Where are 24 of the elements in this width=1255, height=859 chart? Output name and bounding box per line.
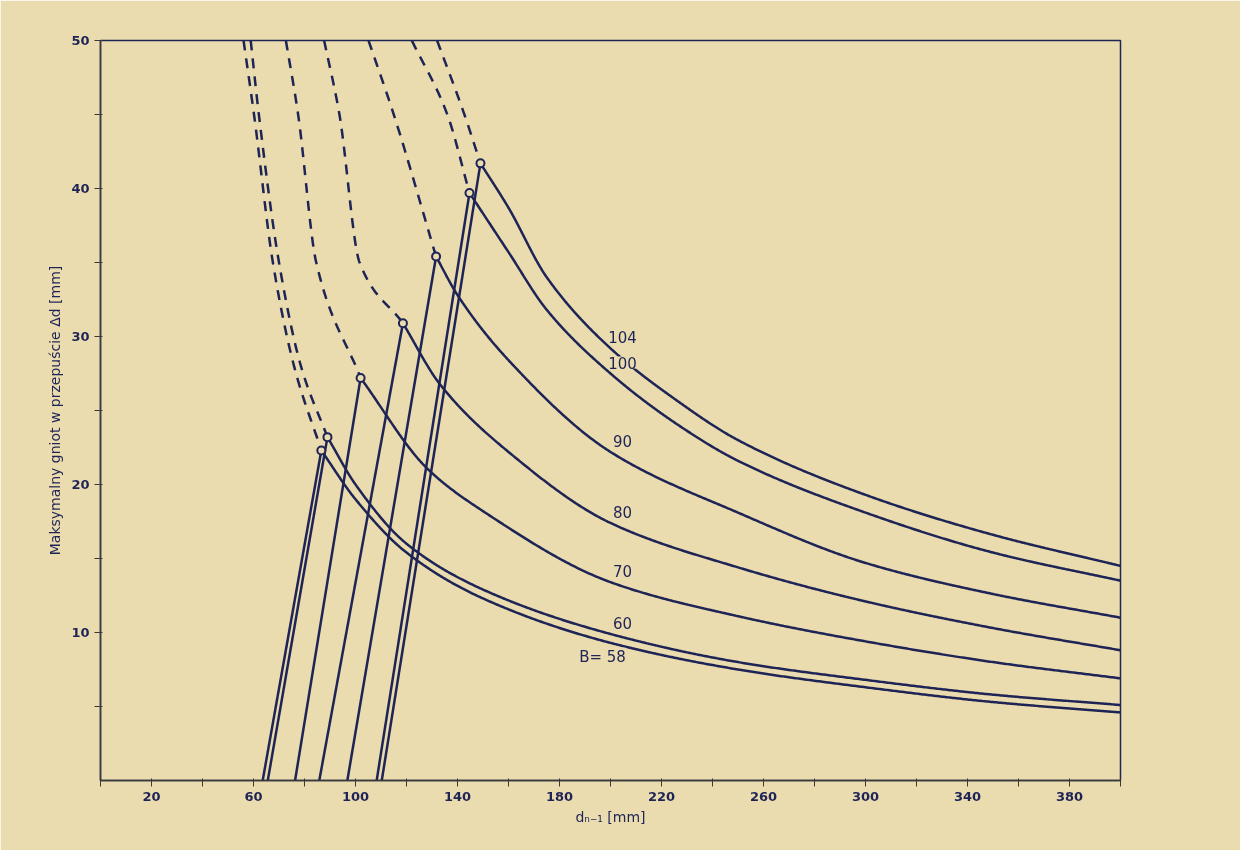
x-tick-label: 60 [244, 788, 263, 804]
series-label: 60 [612, 614, 633, 633]
x-tick-label: 380 [1055, 788, 1084, 804]
series-label: 104 [608, 329, 637, 348]
series-label: B= 58 [579, 647, 626, 666]
x-tick-label: 100 [341, 788, 370, 804]
y-tick-label: 20 [71, 477, 90, 492]
series-label: 80 [612, 503, 633, 522]
x-tick-label: 260 [749, 788, 778, 804]
series-label: 90 [612, 432, 633, 451]
y-axis-title: Maksymalny gniot w przepuście Δd [mm] [47, 265, 64, 556]
series-label: 70 [612, 563, 633, 582]
y-tick-label: 10 [71, 625, 90, 640]
x-tick-label: 340 [953, 788, 982, 804]
x-axis-title: dₙ₋₁ [mm] [575, 808, 646, 825]
x-tick-label: 180 [545, 788, 574, 804]
x-tick-label: 140 [443, 788, 472, 804]
x-tick-label: 300 [851, 788, 880, 804]
x-tick-label: 20 [142, 788, 161, 804]
y-tick-label: 50 [71, 33, 90, 48]
y-tick-label: 40 [71, 181, 90, 196]
x-tick-label: 220 [647, 788, 676, 804]
y-tick-label: 30 [71, 329, 90, 344]
series-label: 100 [608, 354, 637, 373]
